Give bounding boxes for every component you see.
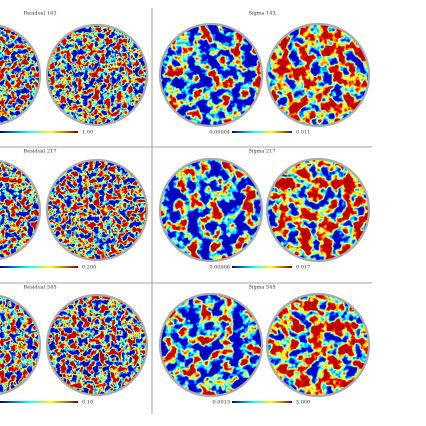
map-border: [0, 294, 42, 396]
colorbar-min: 0.00004: [209, 130, 230, 136]
sky-map: [160, 159, 262, 261]
sky-map: [0, 295, 40, 395]
panel-title: Sigma 545: [248, 285, 275, 291]
map-border: [158, 292, 264, 398]
map-border: [0, 159, 42, 261]
sky-map: [0, 25, 40, 125]
map-border: [265, 22, 371, 128]
panel-title: Residual 545: [23, 285, 56, 291]
colorbar: [0, 401, 78, 403]
colorbar: [232, 401, 292, 403]
sky-map: [47, 295, 147, 395]
colorbar-max: 1.00: [82, 130, 93, 136]
colorbar-max: 0.011: [296, 130, 310, 136]
colorbar-max: 0.10: [82, 400, 93, 406]
panel-title: Sigma 217: [248, 149, 275, 155]
colorbar-max: 0.200: [82, 265, 96, 271]
colorbar: [232, 131, 292, 133]
map-border: [265, 292, 371, 398]
map-border: [158, 157, 264, 263]
colorbar-min: 0.00006: [209, 265, 230, 271]
colorbar-max: 5.000: [296, 400, 310, 406]
sky-map: [0, 160, 40, 260]
sky-map: [267, 294, 369, 396]
sky-map: [47, 25, 147, 125]
sky-map: [267, 24, 369, 126]
map-border: [45, 293, 149, 397]
colorbar-min: 0.0013: [213, 400, 231, 406]
sky-map: [267, 159, 369, 261]
map-border: [265, 157, 371, 263]
colorbar: [0, 266, 78, 268]
colorbar: [232, 266, 292, 268]
panel-title: Residual 217: [23, 149, 56, 155]
sky-map: [160, 294, 262, 396]
map-border: [158, 22, 264, 128]
map-border: [45, 158, 149, 262]
panel-title: Residual 143: [23, 11, 56, 17]
colorbar-max: 0.017: [296, 265, 310, 271]
sky-map: [160, 24, 262, 126]
map-border: [45, 23, 149, 127]
sky-map: [47, 160, 147, 260]
map-border: [0, 24, 42, 126]
panel-title: Sigma 143: [248, 11, 275, 17]
colorbar: [0, 131, 78, 133]
